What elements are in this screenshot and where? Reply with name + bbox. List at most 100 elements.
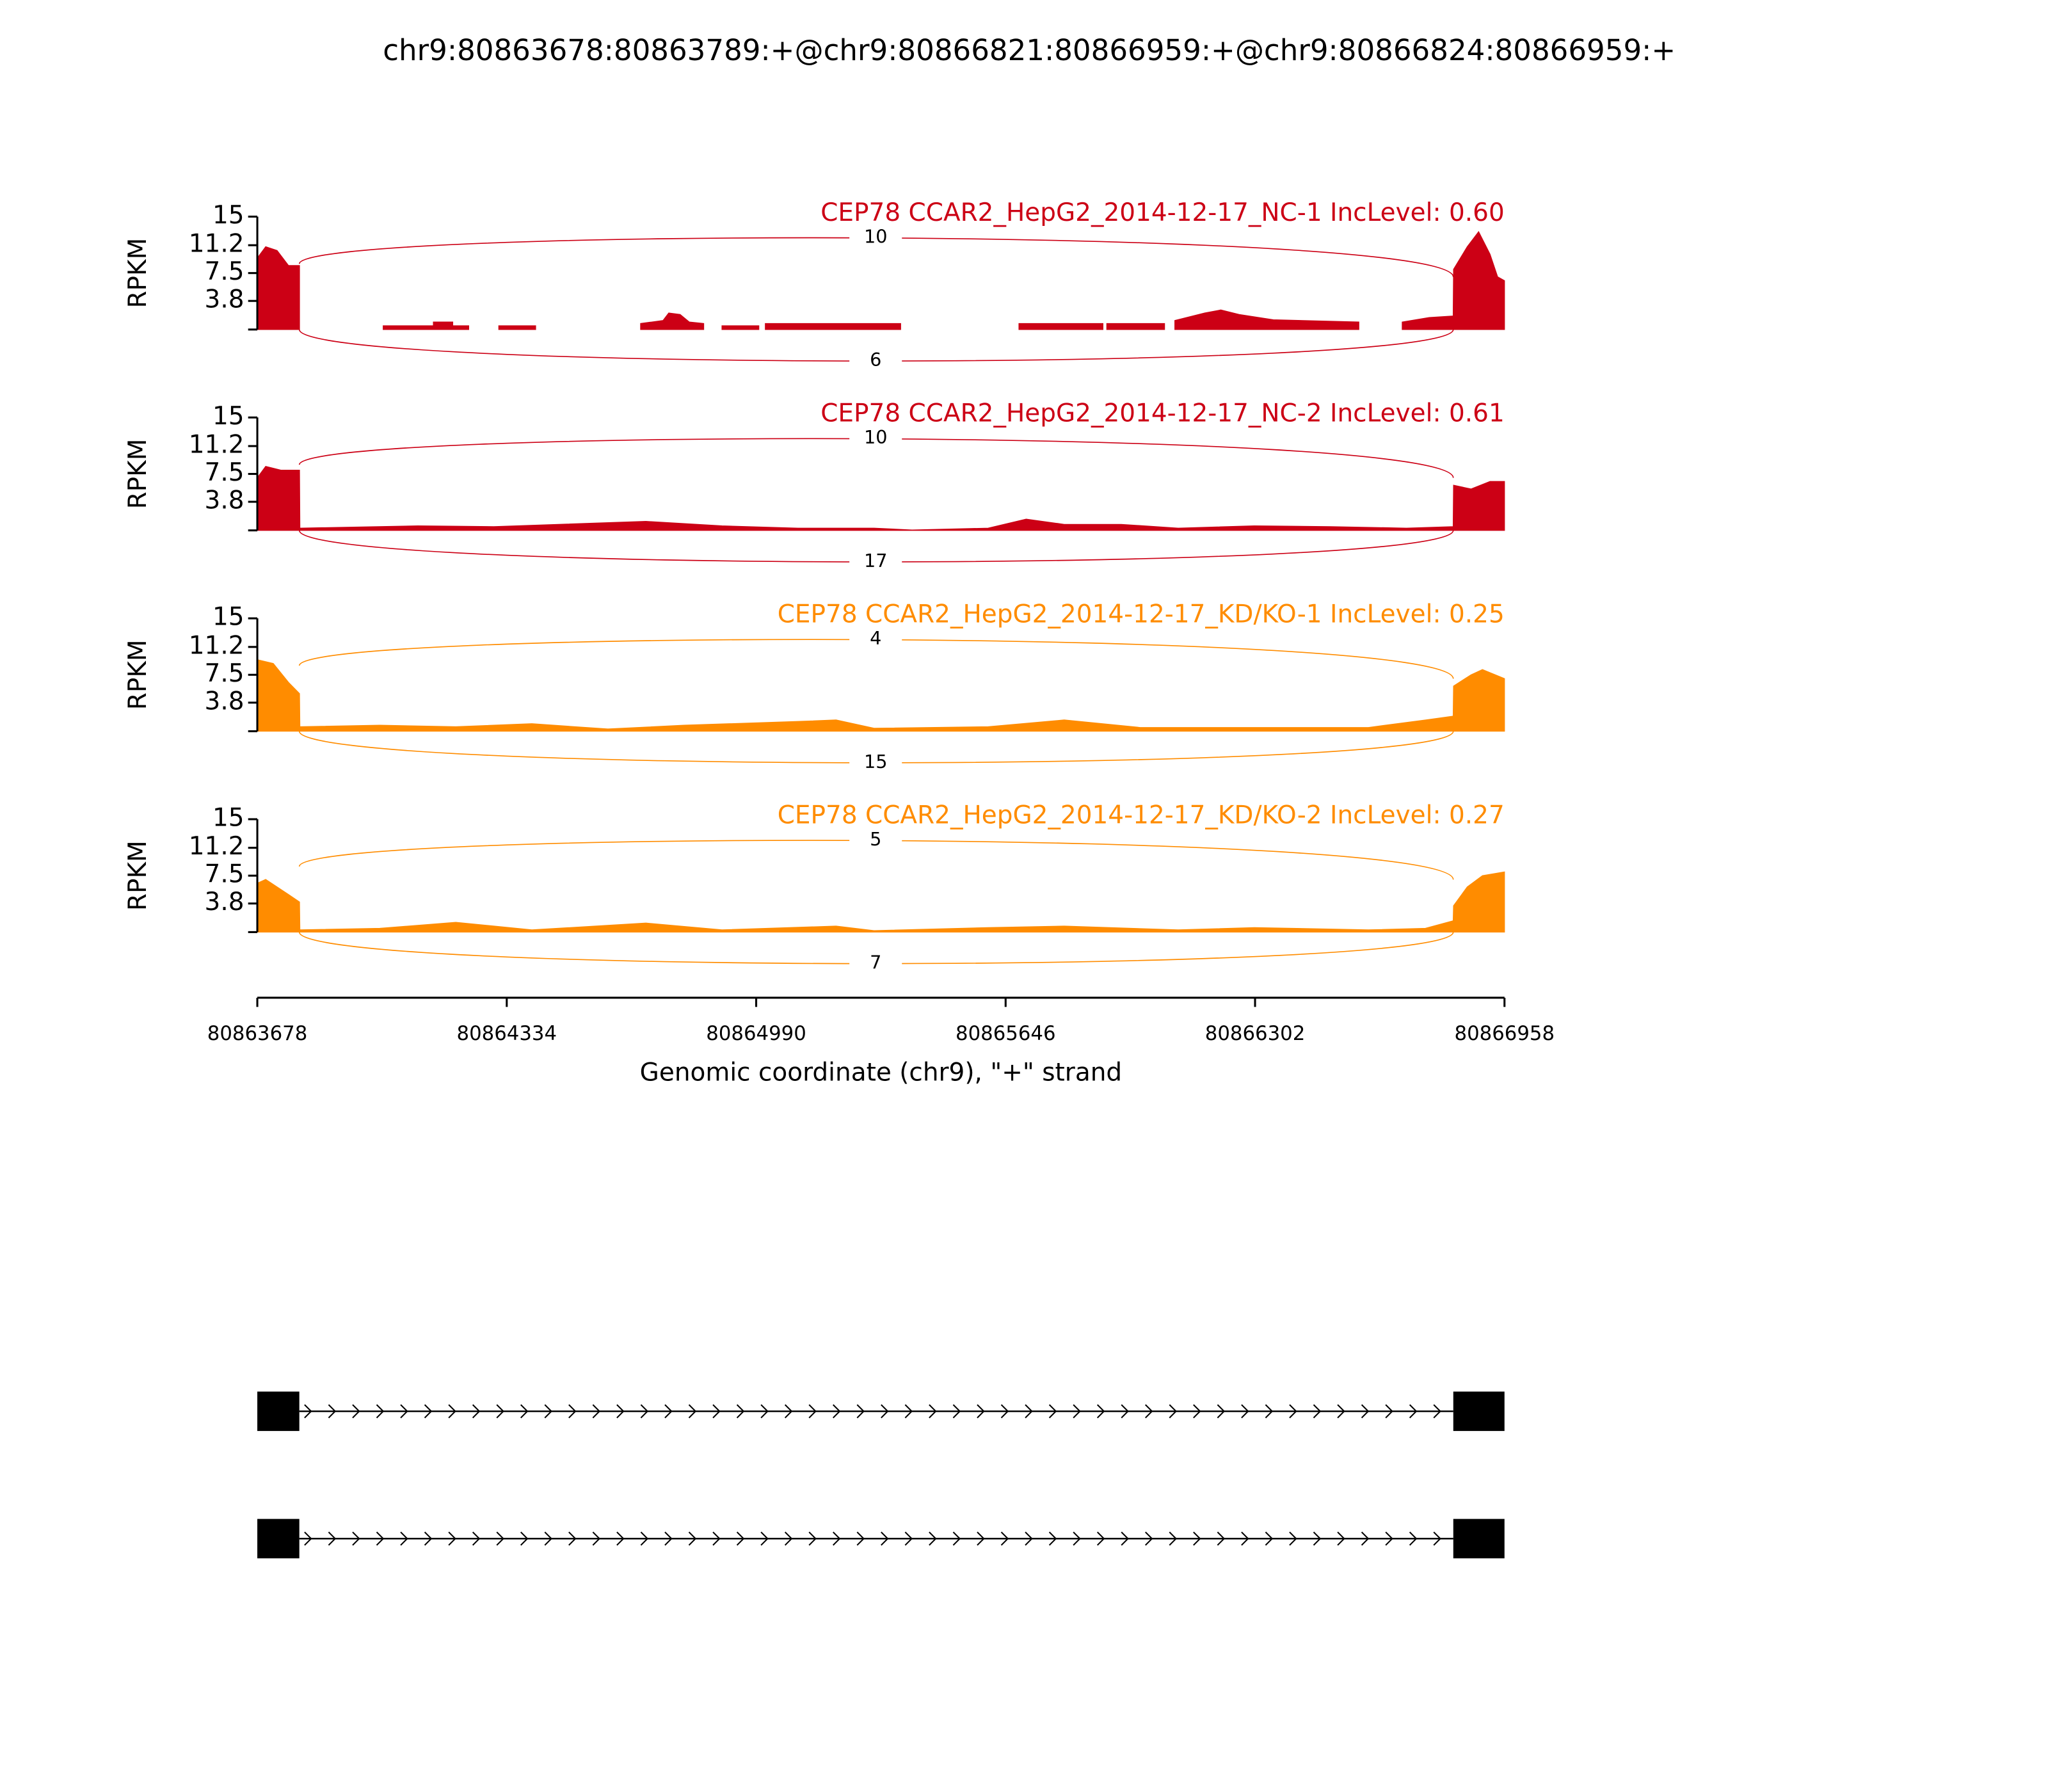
strand-arrow xyxy=(616,1404,625,1419)
strand-arrow xyxy=(808,1404,817,1419)
y-tick-label: 7.5 xyxy=(205,257,244,286)
strand-arrow xyxy=(1433,1404,1441,1419)
strand-arrow xyxy=(736,1404,745,1419)
strand-arrow xyxy=(592,1532,601,1546)
y-tick-label: 3.8 xyxy=(205,486,244,515)
y-axis-label: RPKM xyxy=(124,639,152,710)
y-tick-label: 15 xyxy=(212,804,244,833)
x-axis-label: Genomic coordinate (chr9), "+" strand xyxy=(640,1058,1122,1087)
strand-arrow xyxy=(1313,1532,1322,1546)
y-axis-label: RPKM xyxy=(124,238,152,308)
x-tick-label: 80864990 xyxy=(706,1022,806,1045)
strand-arrow xyxy=(760,1532,769,1546)
coverage-area xyxy=(257,246,300,330)
track-title: CEP78 CCAR2_HepG2_2014-12-17_KD/KO-2 Inc… xyxy=(778,801,1505,829)
strand-arrow xyxy=(1385,1404,1393,1419)
junction-count: 6 xyxy=(870,349,881,371)
coverage-area xyxy=(1174,309,1359,330)
strand-arrow xyxy=(568,1532,577,1546)
junction-count: 10 xyxy=(864,225,888,247)
strand-arrow xyxy=(881,1532,889,1546)
y-axis-label: RPKM xyxy=(124,840,152,911)
strand-arrow xyxy=(1169,1532,1177,1546)
strand-arrow xyxy=(929,1404,937,1419)
coverage-area xyxy=(1106,323,1165,330)
junction-label-bg xyxy=(849,550,902,574)
junction-count: 7 xyxy=(870,952,881,973)
strand-arrow xyxy=(400,1404,408,1419)
y-tick-label: 7.5 xyxy=(205,659,244,688)
coverage-area xyxy=(765,323,901,330)
strand-arrow xyxy=(784,1404,793,1419)
strand-arrow xyxy=(424,1404,433,1419)
junction-label-bg xyxy=(849,349,902,373)
strand-arrow xyxy=(904,1532,913,1546)
strand-arrow xyxy=(400,1532,408,1546)
strand-arrow xyxy=(1217,1404,1226,1419)
strand-arrow xyxy=(856,1404,865,1419)
y-tick-label: 11.2 xyxy=(189,832,244,861)
strand-arrow xyxy=(496,1532,504,1546)
strand-arrow xyxy=(1096,1532,1105,1546)
strand-arrow xyxy=(1193,1404,1201,1419)
strand-arrow xyxy=(1313,1404,1322,1419)
y-tick-label: 15 xyxy=(212,603,244,632)
strand-arrow xyxy=(448,1404,456,1419)
coverage-area xyxy=(257,871,1505,933)
coverage-area xyxy=(498,325,536,330)
strand-arrow xyxy=(808,1532,817,1546)
strand-arrow xyxy=(544,1532,552,1546)
strand-arrow xyxy=(1265,1404,1274,1419)
strand-arrow xyxy=(1145,1532,1153,1546)
strand-arrow xyxy=(424,1532,433,1546)
strand-arrow xyxy=(760,1404,769,1419)
strand-arrow xyxy=(833,1532,841,1546)
coverage-area xyxy=(721,325,760,330)
y-tick-label: 11.2 xyxy=(189,430,244,459)
strand-arrow xyxy=(856,1532,865,1546)
strand-arrow xyxy=(688,1404,697,1419)
junction-count: 5 xyxy=(870,828,881,850)
strand-arrow xyxy=(1025,1404,1033,1419)
strand-arrow xyxy=(328,1404,337,1419)
strand-arrow xyxy=(664,1532,673,1546)
strand-arrow xyxy=(952,1404,961,1419)
strand-arrow xyxy=(376,1404,385,1419)
y-tick-label: 3.8 xyxy=(205,687,244,716)
y-tick-label: 15 xyxy=(212,201,244,230)
strand-arrow xyxy=(592,1404,601,1419)
strand-arrow xyxy=(1409,1532,1418,1546)
strand-arrow xyxy=(1337,1532,1345,1546)
coverage-area xyxy=(1402,230,1505,330)
x-tick-label: 80865646 xyxy=(956,1022,1056,1045)
x-tick-label: 80866958 xyxy=(1455,1022,1555,1045)
junction-label-bg xyxy=(849,225,902,250)
exon xyxy=(257,1391,300,1431)
strand-arrow xyxy=(1000,1532,1009,1546)
strand-arrow xyxy=(1409,1404,1418,1419)
x-tick-label: 80863678 xyxy=(207,1022,308,1045)
y-tick-label: 7.5 xyxy=(205,860,244,889)
strand-arrow xyxy=(881,1404,889,1419)
junction-label-bg xyxy=(849,751,902,775)
y-tick-label: 15 xyxy=(212,402,244,431)
exon xyxy=(1453,1519,1505,1558)
exon xyxy=(257,1519,300,1558)
strand-arrow xyxy=(833,1404,841,1419)
strand-arrow xyxy=(640,1404,649,1419)
x-tick-label: 80866302 xyxy=(1205,1022,1306,1045)
strand-arrow xyxy=(1121,1404,1129,1419)
strand-arrow xyxy=(376,1532,385,1546)
strand-arrow xyxy=(1000,1404,1009,1419)
strand-arrow xyxy=(736,1532,745,1546)
strand-arrow xyxy=(1048,1404,1057,1419)
strand-arrow xyxy=(977,1404,985,1419)
strand-arrow xyxy=(520,1532,529,1546)
strand-arrow xyxy=(1289,1532,1297,1546)
strand-arrow xyxy=(977,1532,985,1546)
y-tick-label: 3.8 xyxy=(205,285,244,314)
strand-arrow xyxy=(328,1532,337,1546)
strand-arrow xyxy=(1241,1532,1249,1546)
strand-arrow xyxy=(520,1404,529,1419)
